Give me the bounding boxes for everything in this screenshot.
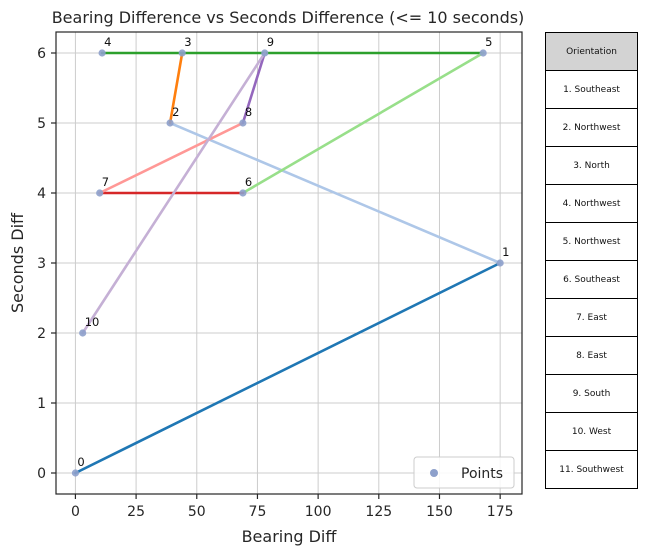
orientation-row: 4. Northwest bbox=[545, 184, 638, 223]
grid bbox=[56, 32, 522, 494]
data-point bbox=[166, 119, 174, 127]
orientation-row: 8. East bbox=[545, 336, 638, 375]
orientation-header: Orientation bbox=[545, 32, 638, 71]
point-label: 10 bbox=[85, 315, 100, 329]
orientation-table: Orientation 1. Southeast 2. Northwest 3.… bbox=[545, 32, 638, 489]
orientation-cell: 9. South bbox=[545, 374, 638, 413]
orientation-header-row: Orientation bbox=[545, 32, 638, 71]
orientation-cell: 11. Southwest bbox=[545, 450, 638, 489]
line-segment bbox=[241, 51, 485, 195]
point-label: 6 bbox=[245, 175, 252, 189]
point-label: 3 bbox=[184, 35, 191, 49]
point-label: 7 bbox=[102, 175, 109, 189]
data-point bbox=[261, 49, 269, 57]
point-label: 2 bbox=[172, 105, 179, 119]
x-tick-label: 100 bbox=[305, 504, 332, 520]
orientation-cell: 5. Northwest bbox=[545, 222, 638, 261]
line-segment bbox=[98, 121, 245, 195]
orientation-cell: 8. East bbox=[545, 336, 638, 375]
data-point bbox=[496, 259, 504, 267]
x-tick-label: 0 bbox=[71, 504, 80, 520]
line-segment bbox=[74, 261, 502, 475]
x-tick-label: 25 bbox=[127, 504, 145, 520]
x-tick-label: 50 bbox=[188, 504, 206, 520]
orientation-cell: 1. Southeast bbox=[545, 70, 638, 109]
data-point bbox=[71, 469, 80, 477]
x-tick-label: 75 bbox=[249, 504, 267, 520]
orientation-cell: 3. North bbox=[545, 146, 638, 185]
line-segment bbox=[81, 51, 267, 335]
line-segment bbox=[168, 51, 184, 125]
orientation-row: 6. Southeast bbox=[545, 260, 638, 299]
orientation-row: 10. West bbox=[545, 412, 638, 451]
data-point bbox=[98, 49, 106, 57]
orientation-row: 2. Northwest bbox=[545, 108, 638, 147]
x-tick-label: 125 bbox=[365, 504, 392, 520]
chart-title: Bearing Difference vs Seconds Difference… bbox=[52, 8, 525, 27]
orientation-cell: 6. Southeast bbox=[545, 260, 638, 299]
legend: Points bbox=[413, 456, 515, 489]
orientation-row: 9. South bbox=[545, 374, 638, 413]
point-label: 1 bbox=[502, 245, 509, 259]
y-tick-label: 5 bbox=[37, 116, 46, 132]
orientation-cell: 2. Northwest bbox=[545, 108, 638, 147]
x-axis-title: Bearing Diff bbox=[242, 527, 338, 546]
data-point bbox=[239, 189, 247, 197]
x-tick-label: 150 bbox=[426, 504, 453, 520]
point-label: 5 bbox=[485, 35, 492, 49]
y-tick-label: 0 bbox=[37, 466, 46, 482]
legend-marker bbox=[430, 469, 438, 477]
orientation-row: 5. Northwest bbox=[545, 222, 638, 261]
orientation-cell: 7. East bbox=[545, 298, 638, 337]
line-segments bbox=[74, 51, 502, 475]
point-label: 9 bbox=[267, 35, 274, 49]
legend-label: Points bbox=[461, 466, 503, 482]
point-labels: 0 1 2 3 4 5 6 7 8 9 10 bbox=[77, 35, 509, 469]
orientation-row: 11. Southwest bbox=[545, 450, 638, 489]
line-segment bbox=[168, 121, 502, 265]
data-point bbox=[79, 329, 87, 337]
point-label: 8 bbox=[245, 105, 252, 119]
orientation-row: 1. Southeast bbox=[545, 70, 638, 109]
y-axis-title: Seconds Diff bbox=[8, 212, 27, 313]
x-tick-label: 175 bbox=[487, 504, 514, 520]
point-label: 0 bbox=[77, 455, 84, 469]
data-point bbox=[96, 189, 104, 197]
data-point bbox=[479, 49, 487, 57]
y-tick-label: 1 bbox=[37, 396, 46, 412]
y-tick-label: 6 bbox=[37, 46, 46, 62]
orientation-row: 7. East bbox=[545, 298, 638, 337]
legend-box bbox=[413, 456, 515, 489]
data-points bbox=[71, 49, 504, 477]
y-tick-label: 2 bbox=[37, 326, 46, 342]
orientation-cell: 4. Northwest bbox=[545, 184, 638, 223]
data-point bbox=[239, 119, 247, 127]
y-tick-label: 3 bbox=[37, 256, 46, 272]
data-point bbox=[178, 49, 186, 57]
line-segment bbox=[241, 51, 267, 125]
point-label: 4 bbox=[104, 35, 111, 49]
orientation-row: 3. North bbox=[545, 146, 638, 185]
orientation-cell: 10. West bbox=[545, 412, 638, 451]
y-tick-label: 4 bbox=[37, 186, 46, 202]
